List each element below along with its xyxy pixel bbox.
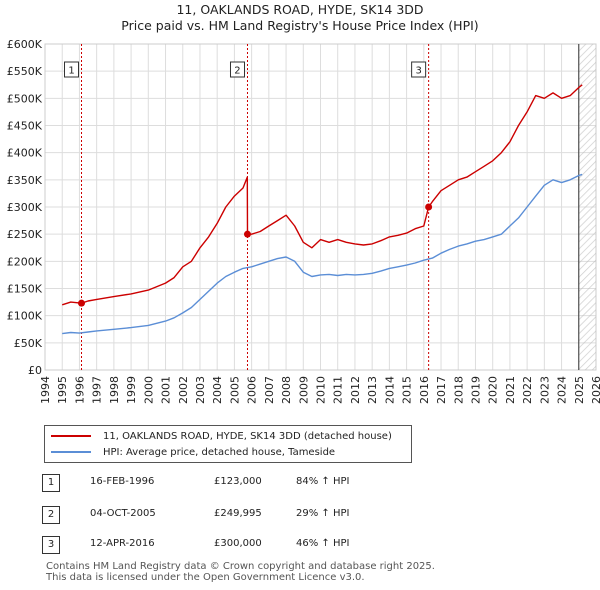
legend-swatch-property [51, 435, 91, 437]
sale-point [78, 299, 86, 307]
x-tick-label: 2008 [280, 376, 293, 404]
x-tick-label: 1996 [73, 376, 86, 404]
x-tick-label: 2003 [194, 376, 207, 404]
x-tick-label: 2001 [160, 376, 173, 404]
x-tick-label: 2024 [556, 376, 569, 404]
transaction-price: £123,000 [214, 476, 262, 487]
x-tick-label: 2002 [177, 376, 190, 404]
x-tick-label: 2010 [315, 376, 328, 404]
x-tick-label: 1995 [56, 376, 69, 404]
y-tick-label: £150K [7, 283, 43, 296]
chart-title: 11, OAKLANDS ROAD, HYDE, SK14 3DD [176, 2, 424, 17]
x-tick-label: 2016 [418, 376, 431, 404]
y-tick-label: £600K [7, 38, 43, 51]
y-tick-label: £550K [7, 65, 43, 78]
x-tick-label: 2026 [590, 376, 600, 404]
x-tick-label: 2022 [521, 376, 534, 404]
x-tick-label: 2012 [349, 376, 362, 404]
transaction-number-badge: 3 [42, 536, 60, 554]
transaction-date: 04-OCT-2005 [90, 508, 156, 519]
transaction-date: 16-FEB-1996 [90, 476, 155, 487]
series-line [62, 173, 583, 335]
legend-entry-property: 11, OAKLANDS ROAD, HYDE, SK14 3DD (detac… [51, 429, 392, 443]
y-tick-label: £500K [7, 92, 43, 105]
transaction-price: £249,995 [214, 508, 262, 519]
x-tick-label: 1994 [39, 376, 52, 404]
transaction-number-badge: 1 [42, 474, 60, 492]
x-tick-label: 1997 [91, 376, 104, 404]
sale-point [425, 203, 433, 211]
x-tick-label: 2006 [246, 376, 259, 404]
legend: 11, OAKLANDS ROAD, HYDE, SK14 3DD (detac… [44, 425, 412, 463]
x-tick-label: 2000 [142, 376, 155, 404]
transaction-hpi: 84% ↑ HPI [296, 476, 350, 487]
x-tick-label: 2018 [452, 376, 465, 404]
transaction-number-badge: 2 [42, 506, 60, 524]
x-tick-label: 2005 [228, 376, 241, 404]
x-tick-label: 2004 [211, 376, 224, 404]
sale-point [243, 230, 251, 238]
y-tick-label: £50K [14, 337, 43, 350]
x-tick-label: 2020 [487, 376, 500, 404]
y-tick-label: £100K [7, 310, 43, 323]
x-tick-label: 1999 [125, 376, 138, 404]
x-tick-label: 2017 [435, 376, 448, 404]
x-tick-label: 2007 [263, 376, 276, 404]
x-tick-label: 2015 [401, 376, 414, 404]
series-line [61, 84, 583, 306]
y-tick-label: £300K [7, 201, 43, 214]
x-tick-label: 2023 [538, 376, 551, 404]
x-tick-label: 2013 [366, 376, 379, 404]
transaction-hpi: 29% ↑ HPI [296, 508, 350, 519]
legend-label-hpi: HPI: Average price, detached house, Tame… [103, 446, 336, 458]
x-tick-label: 2009 [297, 376, 310, 404]
x-tick-label: 2025 [573, 376, 586, 404]
legend-label-property: 11, OAKLANDS ROAD, HYDE, SK14 3DD (detac… [103, 430, 392, 442]
marker-label-box [229, 61, 245, 78]
y-tick-label: £350K [7, 174, 43, 187]
marker-label-box [64, 61, 80, 78]
legend-swatch-hpi [51, 451, 91, 453]
marker-label: 3 [415, 66, 421, 77]
footer-copyright: Contains HM Land Registry data © Crown c… [46, 561, 435, 572]
x-tick-label: 2014 [383, 376, 396, 404]
legend-entry-hpi: HPI: Average price, detached house, Tame… [51, 445, 335, 459]
chart-subtitle: Price paid vs. HM Land Registry's House … [121, 18, 479, 33]
marker-label: 2 [234, 66, 240, 77]
y-tick-label: £250K [7, 228, 43, 241]
x-tick-label: 2011 [332, 376, 345, 404]
future-hatched-region [578, 44, 596, 370]
x-tick-label: 1998 [108, 376, 121, 404]
y-tick-label: £400K [7, 147, 43, 160]
y-tick-label: £0 [28, 364, 42, 377]
marker-label: 1 [68, 66, 74, 77]
transaction-price: £300,000 [214, 538, 262, 549]
x-tick-label: 2021 [504, 376, 517, 404]
y-tick-label: £450K [7, 120, 43, 133]
y-tick-label: £200K [7, 255, 43, 268]
transaction-date: 12-APR-2016 [90, 538, 155, 549]
marker-label-box [411, 61, 427, 78]
price-chart: £0 £50K £100K £150K £200K £250K £300K £350K £400… [7, 38, 600, 404]
transaction-hpi: 46% ↑ HPI [296, 538, 350, 549]
footer-license: This data is licensed under the Open Gov… [46, 572, 365, 583]
x-tick-label: 2019 [469, 376, 482, 404]
